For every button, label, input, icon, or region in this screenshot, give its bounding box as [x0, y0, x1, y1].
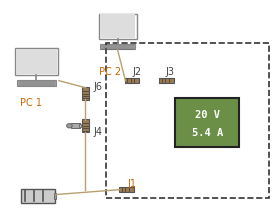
Bar — [15, 48, 58, 75]
Bar — [17, 80, 56, 86]
Bar — [16, 49, 57, 74]
Text: J1: J1 — [127, 179, 136, 189]
FancyBboxPatch shape — [82, 120, 89, 132]
Bar — [106, 43, 269, 198]
Bar — [79, 124, 81, 127]
Bar — [54, 193, 56, 199]
Text: J6: J6 — [94, 82, 103, 92]
Text: J3: J3 — [166, 67, 175, 77]
FancyBboxPatch shape — [21, 189, 55, 203]
Text: J4: J4 — [94, 127, 103, 137]
Text: 20 V: 20 V — [195, 111, 220, 120]
Bar — [100, 14, 136, 38]
Text: 5.4 A: 5.4 A — [192, 128, 223, 138]
FancyBboxPatch shape — [119, 187, 134, 192]
FancyBboxPatch shape — [159, 78, 174, 83]
FancyBboxPatch shape — [175, 98, 239, 147]
Text: J2: J2 — [132, 67, 141, 77]
FancyBboxPatch shape — [82, 87, 89, 100]
Circle shape — [67, 124, 72, 128]
Bar — [99, 14, 137, 39]
FancyBboxPatch shape — [71, 123, 80, 128]
Text: PC 1: PC 1 — [20, 98, 42, 108]
FancyBboxPatch shape — [125, 78, 139, 83]
Text: PC 2: PC 2 — [99, 67, 122, 77]
Bar — [100, 44, 135, 49]
